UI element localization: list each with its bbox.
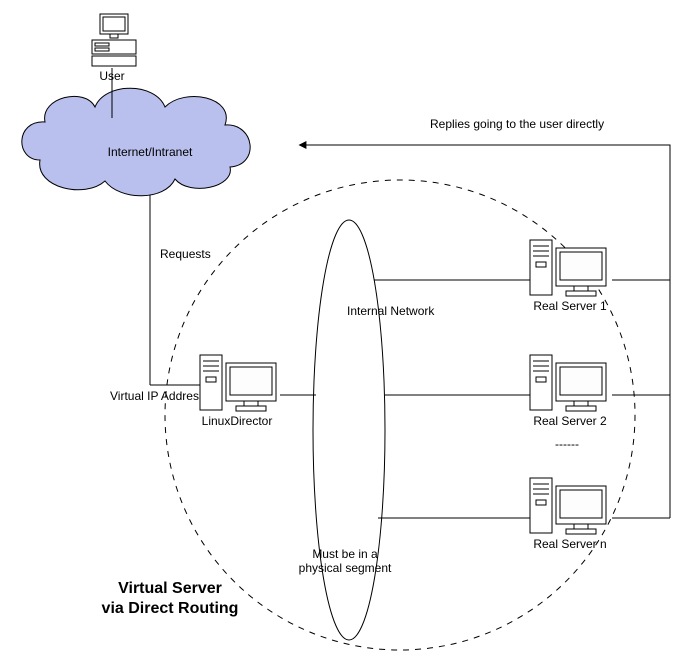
user-label: User <box>99 69 124 83</box>
reply-arrow <box>300 145 670 518</box>
vip-label: Virtual IP Address <box>110 389 205 403</box>
director-label: LinuxDirector <box>202 414 273 428</box>
internal-oval <box>313 220 385 640</box>
requests-label: Requests <box>160 247 211 261</box>
title-line2: via Direct Routing <box>102 600 239 617</box>
director-icon <box>200 355 276 411</box>
server-1-icon <box>530 240 606 296</box>
cloud-label: Internet/Intranet <box>108 145 193 159</box>
note-line2: physical segment <box>299 561 392 575</box>
note-line1: Must be in a <box>312 547 378 561</box>
server-2-icon <box>530 355 606 411</box>
server-n-label: Real Server n <box>533 537 606 551</box>
reply-label: Replies going to the user directly <box>430 117 604 131</box>
cloud-internet: Internet/Intranet <box>22 88 250 196</box>
server-n-icon <box>530 478 606 534</box>
title-line1: Virtual Server <box>118 580 222 597</box>
server-2-label: Real Server 2 <box>533 414 607 428</box>
user-icon <box>92 14 136 66</box>
internal-label: Internal Network <box>347 304 435 318</box>
server-1-label: Real Server 1 <box>533 299 607 313</box>
server-ellipsis: ------ <box>555 437 579 451</box>
